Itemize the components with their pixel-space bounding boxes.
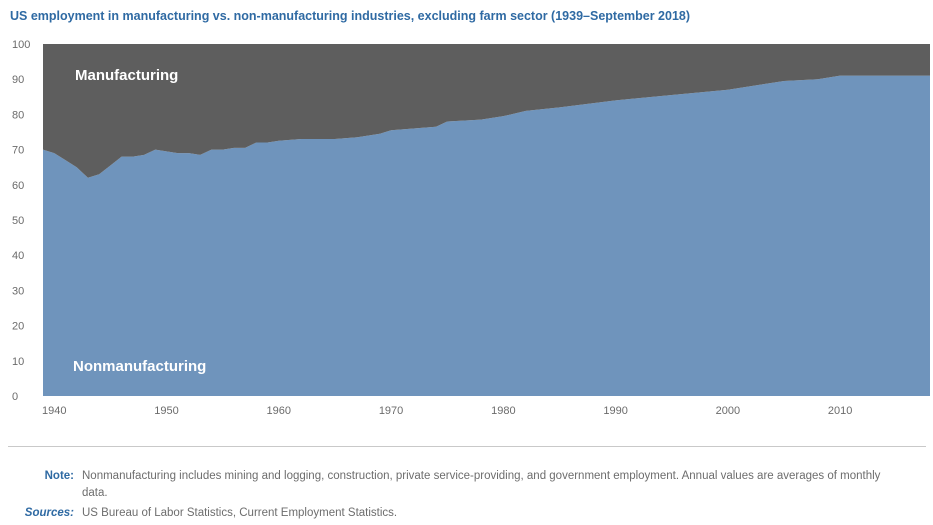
stacked-area-chart: Nonmanufacturing Manufacturing 0 10 20 30 40 5… xyxy=(12,39,930,417)
y-tick-label: 80 xyxy=(12,109,24,121)
x-tick-label: 1990 xyxy=(603,405,627,417)
plot-area xyxy=(43,44,930,397)
y-tick-label: 70 xyxy=(12,145,24,157)
x-tick-label: 2010 xyxy=(828,405,852,417)
y-tick-label: 10 xyxy=(12,356,24,368)
sources-label: Sources: xyxy=(24,507,74,519)
y-tick-label: 100 xyxy=(12,39,30,51)
x-tick-label: 1940 xyxy=(42,405,66,417)
y-axis: 0 10 20 30 40 50 60 70 80 90 100 xyxy=(12,39,30,403)
x-tick-label: 1960 xyxy=(267,405,291,417)
divider xyxy=(8,446,926,447)
y-tick-label: 30 xyxy=(12,285,24,297)
chart-title: US employment in manufacturing vs. non-m… xyxy=(10,9,691,23)
area-manufacturing xyxy=(43,44,930,178)
y-tick-label: 90 xyxy=(12,74,24,86)
series-label-nonmanufacturing: Nonmanufacturing xyxy=(73,358,206,375)
y-tick-label: 50 xyxy=(12,215,24,227)
x-tick-label: 2000 xyxy=(716,405,740,417)
y-tick-label: 40 xyxy=(12,250,24,262)
x-tick-label: 1970 xyxy=(379,405,403,417)
series-labels: Nonmanufacturing Manufacturing xyxy=(73,67,206,375)
series-label-manufacturing: Manufacturing xyxy=(75,67,178,84)
x-tick-label: 1950 xyxy=(154,405,178,417)
x-axis: 1940 1950 1960 1970 1980 1990 2000 2010 xyxy=(42,405,852,417)
y-tick-label: 60 xyxy=(12,180,24,192)
y-tick-label: 20 xyxy=(12,321,24,333)
x-tick-label: 1980 xyxy=(491,405,515,417)
y-tick-label: 0 xyxy=(12,391,18,403)
area-nonmanufacturing xyxy=(43,75,930,397)
note-text: Nonmanufacturing includes mining and log… xyxy=(82,470,881,499)
note-label: Note: xyxy=(44,470,74,482)
sources-text: US Bureau of Labor Statistics, Current E… xyxy=(82,507,398,519)
